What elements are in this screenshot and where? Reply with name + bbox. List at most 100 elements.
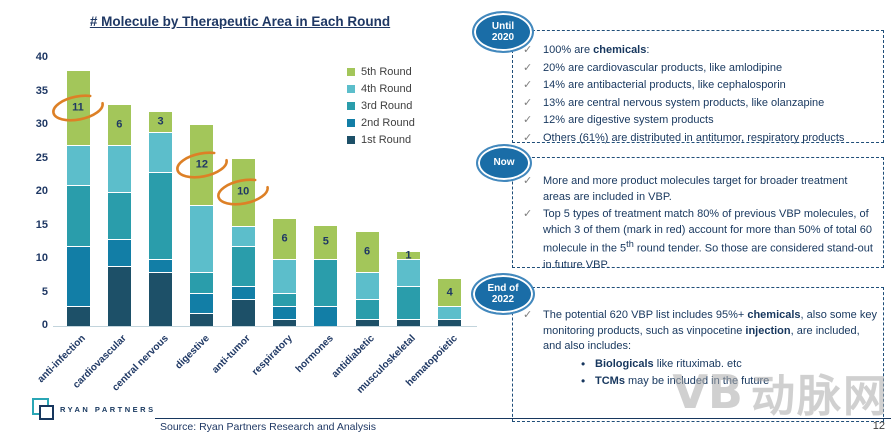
segment-2nd-round bbox=[107, 238, 131, 266]
panel-now: ✓ More and more product molecules target … bbox=[512, 157, 884, 271]
y-tick-label: 0 bbox=[41, 319, 48, 331]
bullet-text: 20% are cardiovascular products, like am… bbox=[543, 61, 783, 74]
bullet-text: 13% are central nervous system products,… bbox=[543, 96, 825, 109]
bullet-text: TCMs may be included in the future bbox=[595, 375, 770, 388]
legend-swatch-icon bbox=[347, 136, 355, 144]
bar-hormones: 5 bbox=[314, 225, 338, 326]
segment-3rd-round bbox=[231, 245, 255, 286]
legend-label: 1st Round bbox=[361, 134, 412, 146]
y-tick-label: 25 bbox=[35, 151, 48, 164]
x-axis-label: antidiabetic bbox=[329, 333, 377, 381]
checkmark-icon: ✓ bbox=[523, 79, 533, 92]
segment-1st-round bbox=[438, 319, 462, 326]
bullet-item: ✓ 20% are cardiovascular products, like a… bbox=[517, 61, 877, 77]
y-tick-label: 5 bbox=[41, 285, 48, 298]
page-number: 12 bbox=[872, 420, 885, 432]
legend-label: 4th Round bbox=[361, 83, 412, 95]
legend-swatch-icon bbox=[347, 68, 355, 76]
segment-5th-round: 5 bbox=[314, 225, 338, 260]
sub-bullet-item: • TCMs may be included in the future bbox=[575, 374, 877, 390]
dot-bullet-icon: • bbox=[581, 356, 586, 371]
segment-4th-round bbox=[66, 145, 90, 186]
y-tick-label: 10 bbox=[35, 252, 48, 264]
segment-value-label: 11 bbox=[72, 101, 84, 114]
bullet-text: 100% are chemicals: bbox=[543, 44, 650, 56]
segment-value-label: 3 bbox=[157, 115, 164, 128]
legend-label: 3rd Round bbox=[361, 100, 413, 112]
bullet-text: 12% are digestive system products bbox=[543, 114, 714, 127]
segment-value-label: 6 bbox=[116, 118, 123, 131]
y-tick-label: 20 bbox=[35, 185, 48, 197]
x-axis-label: anti-tumor bbox=[210, 333, 253, 376]
source-text: Source: Ryan Partners Research and Analy… bbox=[160, 421, 376, 433]
logo-squares-icon bbox=[30, 396, 56, 422]
legend-item: 2nd Round bbox=[347, 117, 415, 129]
bullet-text: The potential 620 VBP list includes 95%+… bbox=[543, 309, 877, 353]
x-axis-label: hormones bbox=[293, 333, 336, 375]
legend-swatch-icon bbox=[347, 102, 355, 110]
segment-1st-round bbox=[66, 305, 90, 326]
bullet-item: ✓ Top 5 types of treatment match 80% of p… bbox=[517, 207, 877, 273]
segment-5th-round: 4 bbox=[438, 279, 462, 306]
bullet-item: ✓ More and more product molecules target … bbox=[517, 174, 877, 205]
bullet-text: Others (61%) are distributed in antitumo… bbox=[543, 132, 845, 145]
ryan-partners-logo: RYAN PARTNERS bbox=[30, 396, 156, 422]
segment-5th-round: 6 bbox=[107, 104, 131, 146]
legend-swatch-icon bbox=[347, 119, 355, 127]
legend-item: 4th Round bbox=[347, 83, 415, 95]
legend-item: 5th Round bbox=[347, 66, 415, 78]
bullet-text: Biologicals like rituximab. etc bbox=[595, 357, 742, 370]
segment-2nd-round bbox=[231, 285, 255, 300]
legend-item: 1st Round bbox=[347, 134, 415, 146]
segment-1st-round bbox=[231, 299, 255, 326]
watermark-vb-logo: VB bbox=[672, 365, 743, 419]
segment-4th-round bbox=[396, 259, 420, 286]
segment-1st-round bbox=[273, 319, 296, 326]
checkmark-icon: ✓ bbox=[523, 175, 533, 187]
segment-value-label: 6 bbox=[281, 232, 288, 245]
checkmark-icon: ✓ bbox=[523, 208, 533, 221]
panel-until-2020: ✓ 100% are chemicals: ✓ 20% are cardiovascu… bbox=[512, 30, 884, 144]
segment-5th-round: 6 bbox=[273, 218, 296, 260]
watermark-text: 动脉网 bbox=[751, 372, 889, 421]
segment-1st-round bbox=[355, 319, 379, 326]
bullet-text: 14% are antibacterial products, like cep… bbox=[543, 79, 786, 92]
watermark: VB 动脉网 bbox=[672, 360, 889, 424]
segment-3rd-round bbox=[66, 185, 90, 246]
segment-4th-round bbox=[231, 225, 255, 246]
segment-4th-round bbox=[190, 205, 214, 273]
segment-5th-round: 10 bbox=[231, 158, 255, 226]
bullet-text: More and more product molecules target f… bbox=[543, 175, 848, 203]
segment-3rd-round bbox=[149, 171, 173, 260]
segment-3rd-round bbox=[190, 272, 214, 293]
footer-divider bbox=[155, 418, 891, 419]
segment-4th-round bbox=[273, 259, 296, 293]
stacked-bar-chart: 0 5 10 15 20 25 30 35 40 11 anti-infection 6 cardio… bbox=[35, 51, 477, 396]
checkmark-icon: ✓ bbox=[523, 309, 533, 321]
logo-text: RYAN PARTNERS bbox=[60, 404, 156, 414]
badge-end-of-2022: End of 2022 bbox=[471, 273, 535, 315]
bar-hematopoietic: 4 bbox=[438, 279, 462, 326]
bar-anti-infection: 11 bbox=[66, 71, 90, 326]
segment-1st-round bbox=[396, 319, 420, 326]
segment-1st-round bbox=[190, 312, 214, 326]
x-axis-line bbox=[53, 326, 477, 327]
checkmark-icon: ✓ bbox=[523, 132, 533, 145]
segment-5th-round: 11 bbox=[66, 71, 90, 146]
segment-value-label: 10 bbox=[237, 185, 250, 198]
y-tick-label: 30 bbox=[35, 118, 48, 130]
segment-5th-round: 3 bbox=[149, 111, 173, 132]
segment-3rd-round bbox=[273, 292, 296, 306]
segment-2nd-round bbox=[66, 245, 90, 306]
segment-1st-round bbox=[149, 272, 173, 326]
bar-digestive: 12 bbox=[190, 125, 214, 326]
segment-3rd-round bbox=[396, 285, 420, 320]
y-tick-label: 40 bbox=[35, 51, 48, 63]
segment-3rd-round bbox=[107, 192, 131, 239]
segment-2nd-round bbox=[273, 305, 296, 320]
segment-5th-round: 6 bbox=[355, 232, 379, 273]
badge-until-2020: Until 2020 bbox=[472, 11, 534, 53]
checkmark-icon: ✓ bbox=[523, 114, 533, 127]
segment-2nd-round bbox=[314, 305, 338, 326]
segment-5th-round: 12 bbox=[190, 125, 214, 206]
